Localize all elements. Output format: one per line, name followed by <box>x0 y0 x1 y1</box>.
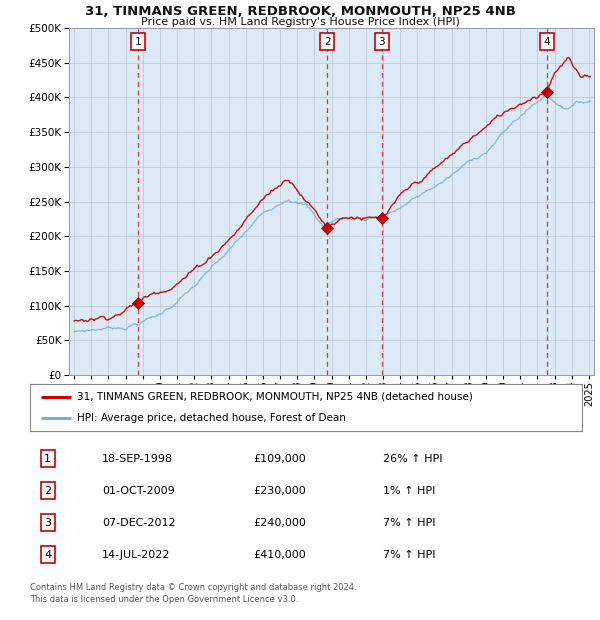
Text: £230,000: £230,000 <box>253 486 306 496</box>
Text: 31, TINMANS GREEN, REDBROOK, MONMOUTH, NP25 4NB (detached house): 31, TINMANS GREEN, REDBROOK, MONMOUTH, N… <box>77 392 473 402</box>
Text: 7% ↑ HPI: 7% ↑ HPI <box>383 518 436 528</box>
Text: Contains HM Land Registry data © Crown copyright and database right 2024.: Contains HM Land Registry data © Crown c… <box>30 583 356 592</box>
Text: 01-OCT-2009: 01-OCT-2009 <box>102 486 175 496</box>
Text: 26% ↑ HPI: 26% ↑ HPI <box>383 454 443 464</box>
Text: This data is licensed under the Open Government Licence v3.0.: This data is licensed under the Open Gov… <box>30 595 298 604</box>
Text: 1% ↑ HPI: 1% ↑ HPI <box>383 486 436 496</box>
Text: Price paid vs. HM Land Registry's House Price Index (HPI): Price paid vs. HM Land Registry's House … <box>140 17 460 27</box>
Text: 1: 1 <box>44 454 51 464</box>
Text: £109,000: £109,000 <box>253 454 306 464</box>
Text: 14-JUL-2022: 14-JUL-2022 <box>102 550 170 560</box>
Text: 2: 2 <box>44 486 51 496</box>
Text: 07-DEC-2012: 07-DEC-2012 <box>102 518 175 528</box>
Text: 1: 1 <box>134 37 141 46</box>
Text: 3: 3 <box>44 518 51 528</box>
Text: HPI: Average price, detached house, Forest of Dean: HPI: Average price, detached house, Fore… <box>77 414 346 423</box>
Text: £240,000: £240,000 <box>253 518 306 528</box>
Text: 18-SEP-1998: 18-SEP-1998 <box>102 454 173 464</box>
Text: 4: 4 <box>44 550 51 560</box>
Text: 3: 3 <box>379 37 385 46</box>
Text: 4: 4 <box>544 37 550 46</box>
Text: £410,000: £410,000 <box>253 550 306 560</box>
Text: 7% ↑ HPI: 7% ↑ HPI <box>383 550 436 560</box>
Text: 31, TINMANS GREEN, REDBROOK, MONMOUTH, NP25 4NB: 31, TINMANS GREEN, REDBROOK, MONMOUTH, N… <box>85 5 515 18</box>
Text: 2: 2 <box>324 37 331 46</box>
